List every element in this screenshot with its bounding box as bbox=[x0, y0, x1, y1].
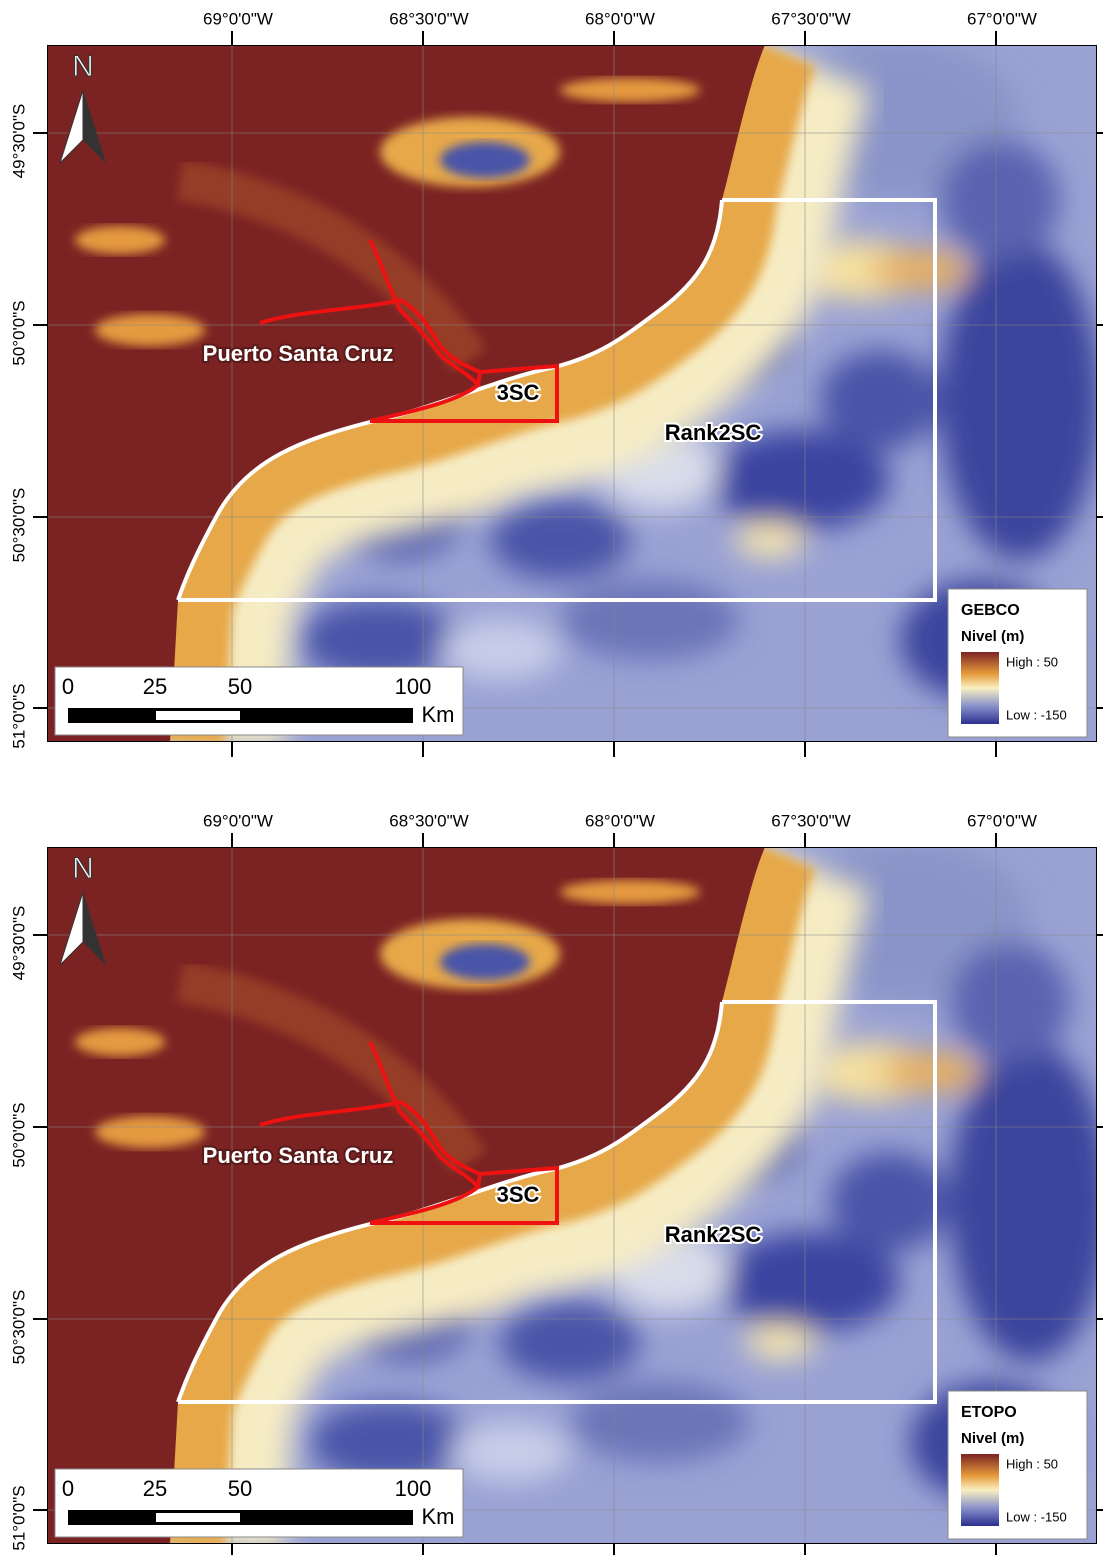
map-body bbox=[47, 40, 1100, 742]
lon-label: 67°30'0"W bbox=[771, 811, 850, 830]
place-label: 3SC bbox=[497, 1182, 540, 1207]
legend-low: Low : -150 bbox=[1006, 707, 1067, 722]
scale-label: 50 bbox=[228, 1476, 252, 1501]
scale-label: 25 bbox=[143, 1476, 167, 1501]
figure: 69°0'0"W 68°30'0"W 68°0'0"W 67°30'0"W 67°0'0… bbox=[0, 0, 1103, 1555]
island-depth bbox=[440, 944, 530, 980]
land-shallow bbox=[95, 314, 205, 346]
land-shallow bbox=[560, 880, 700, 904]
depth-patch bbox=[830, 1152, 950, 1252]
scale-label: 0 bbox=[62, 674, 74, 699]
land-shallow bbox=[560, 78, 700, 102]
legend-ramp bbox=[961, 652, 999, 724]
legend-low: Low : -150 bbox=[1006, 1509, 1067, 1524]
scale-label: 25 bbox=[143, 674, 167, 699]
map-body bbox=[47, 842, 1103, 1544]
scale-label: 100 bbox=[395, 1476, 432, 1501]
lat-label: 49°30'0"S bbox=[9, 906, 28, 981]
lat-label: 49°30'0"S bbox=[9, 104, 28, 179]
legend-high: High : 50 bbox=[1006, 1456, 1058, 1471]
north-label: N bbox=[72, 852, 94, 885]
scale-bar-white bbox=[156, 1513, 240, 1522]
scale-bar-white bbox=[156, 711, 240, 720]
lon-label: 67°0'0"W bbox=[967, 811, 1037, 830]
place-label: 3SC bbox=[497, 380, 540, 405]
land-shallow bbox=[75, 226, 165, 254]
depth-patch bbox=[880, 1052, 980, 1092]
scale-bar bbox=[68, 708, 413, 723]
place-label: Puerto Santa Cruz bbox=[203, 1143, 394, 1168]
land-shallow bbox=[75, 1028, 165, 1056]
scale-label: 100 bbox=[395, 674, 432, 699]
island-depth bbox=[440, 142, 530, 178]
lon-label: 69°0'0"W bbox=[203, 811, 273, 830]
depth-patch bbox=[450, 1422, 570, 1482]
depth-patch bbox=[940, 240, 1100, 560]
depth-patch bbox=[745, 1324, 815, 1360]
lat-label: 51°0'0"S bbox=[9, 683, 28, 748]
depth-patch bbox=[820, 350, 940, 450]
lat-label: 50°0'0"S bbox=[9, 300, 28, 365]
lat-label: 50°0'0"S bbox=[9, 1102, 28, 1167]
scale-unit: Km bbox=[422, 702, 455, 727]
legend-subtitle: Nivel (m) bbox=[961, 1430, 1024, 1447]
scale-label: 50 bbox=[228, 674, 252, 699]
north-label: N bbox=[72, 50, 94, 83]
map-panel: 69°0'0"W 68°30'0"W 68°0'0"W 67°30'0"W 67°0'0… bbox=[9, 811, 1103, 1555]
place-label: Rank2SC bbox=[665, 420, 762, 445]
land-shallow bbox=[95, 1116, 205, 1148]
depth-patch bbox=[490, 500, 630, 580]
depth-patch bbox=[735, 522, 805, 558]
scale-bar bbox=[68, 1510, 413, 1525]
depth-patch bbox=[940, 140, 1060, 260]
place-label: Rank2SC bbox=[665, 1222, 762, 1247]
lon-label: 67°30'0"W bbox=[771, 9, 850, 28]
lat-label: 50°30'0"S bbox=[9, 488, 28, 563]
legend-title: GEBCO bbox=[961, 602, 1020, 619]
lon-label: 68°0'0"W bbox=[585, 9, 655, 28]
legend-high: High : 50 bbox=[1006, 654, 1058, 669]
place-label: Puerto Santa Cruz bbox=[203, 341, 394, 366]
lon-label: 68°30'0"W bbox=[389, 9, 468, 28]
lon-label: 68°0'0"W bbox=[585, 811, 655, 830]
depth-patch bbox=[570, 1382, 750, 1462]
scale-unit: Km bbox=[422, 1504, 455, 1529]
lon-label: 68°30'0"W bbox=[389, 811, 468, 830]
depth-patch bbox=[950, 1042, 1103, 1362]
legend-title: ETOPO bbox=[961, 1404, 1017, 1421]
legend-subtitle: Nivel (m) bbox=[961, 628, 1024, 645]
depth-patch bbox=[950, 942, 1070, 1062]
lon-label: 67°0'0"W bbox=[967, 9, 1037, 28]
depth-patch bbox=[870, 250, 970, 290]
lat-label: 51°0'0"S bbox=[9, 1485, 28, 1550]
depth-patch bbox=[500, 1302, 640, 1382]
lat-label: 50°30'0"S bbox=[9, 1290, 28, 1365]
scale-label: 0 bbox=[62, 1476, 74, 1501]
depth-patch bbox=[560, 580, 740, 660]
legend-ramp bbox=[961, 1454, 999, 1526]
lon-label: 69°0'0"W bbox=[203, 9, 273, 28]
map-panel: 69°0'0"W 68°30'0"W 68°0'0"W 67°30'0"W 67°0'0… bbox=[9, 9, 1103, 757]
